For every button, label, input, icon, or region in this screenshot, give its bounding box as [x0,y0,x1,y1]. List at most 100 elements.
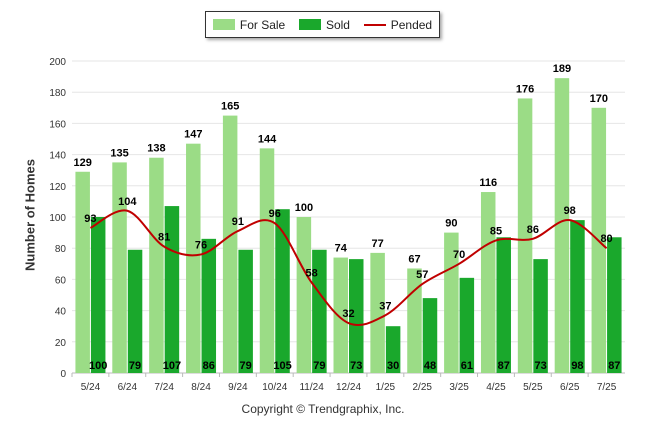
y-tick-label: 160 [49,119,66,130]
data-label-sold: 86 [203,360,215,372]
copyright-text: Copyright © Trendgraphix, Inc. [241,402,405,416]
bar-for-sale [296,217,312,373]
data-label-sold: 107 [163,360,181,372]
bar-for-sale [75,171,90,373]
data-label-pended: 37 [379,300,391,312]
data-label-for-sale: 170 [590,93,608,105]
legend-item-sold[interactable]: Sold [298,17,350,32]
x-tick-label: 5/25 [523,382,543,393]
data-label-sold: 98 [571,360,583,372]
legend-item-for-sale[interactable]: For Sale [212,17,286,32]
y-tick-label: 100 [49,213,66,224]
bar-sold [570,220,585,373]
data-label-pended: 93 [84,213,96,225]
data-label-for-sale: 116 [479,177,497,189]
data-label-for-sale: 144 [258,133,277,145]
x-tick-label: 2/25 [412,382,432,393]
y-tick-label: 60 [55,275,67,286]
data-label-for-sale: 138 [147,143,165,155]
legend-label-for-sale: For Sale [239,17,286,32]
legend-label-sold: Sold [325,17,350,32]
bar-for-sale [112,162,127,373]
data-label-pended: 70 [453,249,465,261]
bar-sold [459,277,475,373]
pended-line [89,209,608,327]
y-tick-label: 120 [49,182,66,193]
data-label-pended: 32 [342,308,354,320]
data-label-for-sale: 67 [408,253,420,265]
data-label-pended: 85 [490,225,502,237]
bar-for-sale [480,192,496,373]
bar-for-sale [149,157,164,373]
x-tick-label: 8/24 [191,382,211,393]
bar-sold [127,249,143,373]
data-label-pended: 58 [306,268,318,280]
data-label-pended: 86 [527,224,539,236]
data-label-sold: 105 [273,360,291,372]
legend-item-pended[interactable]: Pended [363,18,432,32]
data-label-for-sale: 77 [371,238,383,250]
data-label-sold: 30 [387,360,399,372]
legend-swatch-pended [363,23,386,26]
data-label-for-sale: 90 [445,218,457,230]
data-label-sold: 73 [350,360,362,372]
data-label-for-sale: 176 [516,83,534,95]
data-label-for-sale: 189 [553,63,571,75]
y-axis-ticks: 0 20 40 60 80 100 120 140 160 180 200 [49,57,66,380]
data-label-sold: 79 [129,360,141,372]
y-axis-title: Number of Homes [22,159,38,271]
bar-for-sale [186,143,201,373]
bars [75,78,622,374]
data-label-pended: 98 [564,205,576,217]
bar-sold [312,249,327,373]
y-tick-label: 180 [49,88,66,99]
bar-for-sale [222,115,238,373]
legend: For Sale Sold Pended [205,11,440,38]
x-tick-label: 1/25 [376,382,396,393]
data-label-pended: 80 [600,233,612,245]
data-label-for-sale: 100 [295,202,313,214]
y-tick-label: 140 [49,151,66,162]
data-label-for-sale: 165 [221,101,239,113]
data-label-pended: 57 [416,269,428,281]
bar-sold [422,298,438,373]
bar-for-sale [259,148,275,373]
x-tick-label: 11/24 [299,382,324,393]
legend-swatch-sold [298,19,321,30]
x-tick-label: 12/24 [336,382,361,393]
x-tick-label: 10/24 [262,382,287,393]
data-label-pended: 104 [118,196,137,208]
bar-sold [238,249,253,373]
data-label-sold: 48 [424,360,436,372]
y-tick-label: 20 [55,338,67,349]
x-tick-label: 3/25 [449,382,469,393]
data-label-sold: 73 [534,360,546,372]
bar-sold [275,209,290,373]
data-label-for-sale: 74 [335,243,348,255]
y-tick-label: 200 [49,57,66,68]
data-labels: 129 100 135 79 138 107 147 86 165 79 144 105 100 79 74… [74,63,621,372]
bar-sold [349,259,364,373]
data-label-sold: 87 [608,360,620,372]
y-tick-label: 80 [55,244,67,255]
bar-sold [385,326,401,373]
data-label-sold: 87 [498,360,510,372]
bar-sold [607,237,622,373]
data-label-for-sale: 147 [184,129,202,141]
x-tick-label: 7/25 [597,382,617,393]
data-label-sold: 61 [461,360,473,372]
data-label-sold: 79 [240,360,252,372]
bar-for-sale [407,268,422,373]
x-tick-label: 6/25 [560,382,580,393]
bar-sold [533,259,548,373]
bar-for-sale [517,98,533,373]
bar-for-sale [370,252,385,373]
bar-for-sale [444,232,459,373]
x-tick-label: 7/24 [154,382,174,393]
data-label-pended: 76 [195,239,207,251]
pended-line-path [89,209,608,327]
bar-sold [496,237,511,373]
data-label-pended: 96 [269,208,281,220]
data-label-sold: 79 [313,360,325,372]
